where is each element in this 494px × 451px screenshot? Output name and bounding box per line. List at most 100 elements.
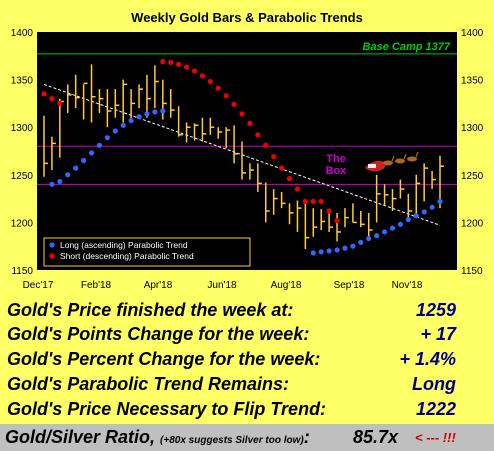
- x-tick-label: Feb'18: [81, 280, 112, 291]
- stat-row-flip: Gold's Price Necessary to Flip Trend: 12…: [0, 399, 494, 421]
- parabolic-dot: [49, 96, 55, 102]
- x-tick-label: Aug'18: [271, 280, 302, 291]
- parabolic-dot: [318, 198, 324, 205]
- y-tick-label-left: 1250: [11, 171, 34, 182]
- reindeer-body: [407, 156, 417, 162]
- parabolic-dot: [247, 120, 253, 126]
- parabolic-dot: [239, 111, 245, 117]
- parabolic-dot: [96, 142, 103, 148]
- reindeer-sleigh-icon: [365, 151, 419, 172]
- y-tick-label-left: 1400: [11, 28, 34, 39]
- parabolic-dot: [279, 165, 285, 171]
- parabolic-dot: [160, 58, 166, 65]
- parabolic-dot: [88, 150, 95, 156]
- reindeer-body: [383, 160, 393, 166]
- parabolic-dot: [366, 235, 372, 242]
- x-tick-label: Jun'18: [207, 280, 237, 291]
- reindeer-antler: [391, 155, 395, 162]
- parabolic-dot: [223, 93, 229, 99]
- stat-value: Long: [412, 374, 456, 394]
- legend-box: [43, 237, 251, 267]
- parabolic-dot: [112, 128, 118, 134]
- parabolic-dot: [191, 68, 198, 74]
- legend-label: Short (descending) Parabolic Trend: [60, 251, 194, 261]
- parabolic-dot: [397, 221, 403, 227]
- ratio-value: 85.7x: [353, 427, 399, 447]
- y-tick-label-right: 1400: [461, 28, 484, 39]
- stat-row-trend: Gold's Parabolic Trend Remains: Long: [0, 374, 494, 396]
- parabolic-dot: [421, 209, 427, 215]
- ratio-note: (+80x suggests Silver too low): [160, 435, 304, 446]
- x-tick-label: Dec'17: [23, 280, 54, 291]
- parabolic-dot: [318, 249, 324, 255]
- parabolic-dot: [271, 154, 277, 160]
- parabolic-dot: [207, 78, 213, 85]
- chart-title: Weekly Gold Bars & Parabolic Trends: [131, 10, 363, 25]
- reindeer-antler: [415, 151, 419, 158]
- parabolic-dot: [104, 135, 110, 141]
- parabolic-dot: [183, 64, 190, 70]
- parabolic-dot: [65, 172, 71, 178]
- y-tick-label-right: 1300: [461, 123, 484, 134]
- parabolic-dot: [160, 108, 166, 114]
- parabolic-dot: [334, 247, 340, 253]
- parabolic-dot: [152, 109, 158, 115]
- parabolic-dot: [57, 100, 63, 106]
- y-tick-label-right: 1150: [461, 266, 483, 277]
- parabolic-dot: [381, 229, 388, 235]
- the-box-label-line: The: [326, 153, 346, 165]
- ratio-arrow: < --- !!!: [415, 430, 456, 445]
- stat-value: + 1.4%: [399, 349, 456, 369]
- stat-value: + 17: [420, 324, 456, 344]
- parabolic-dot: [231, 101, 237, 107]
- parabolic-dot: [286, 176, 293, 182]
- y-tick-label-right: 1250: [461, 171, 484, 182]
- ratio-label: Gold/Silver Ratio, (+80x suggests Silver…: [5, 427, 310, 448]
- parabolic-dot: [413, 213, 419, 219]
- the-box-label-line: Box: [326, 165, 348, 177]
- y-tick-label-left: 1300: [11, 123, 34, 134]
- y-tick-label-right: 1350: [461, 76, 484, 87]
- parabolic-dot: [405, 216, 411, 223]
- parabolic-dot: [429, 204, 435, 210]
- parabolic-dot: [176, 61, 182, 67]
- parabolic-dot: [294, 186, 301, 192]
- parabolic-dot: [302, 198, 308, 205]
- parabolic-dot: [437, 198, 443, 205]
- reindeer-body: [395, 158, 405, 164]
- gold-chart: Weekly Gold Bars & Parabolic Trends 1150 1…: [10, 10, 484, 291]
- parabolic-dot: [255, 132, 261, 138]
- x-tick-label: Sep'18: [334, 280, 365, 291]
- parabolic-dot: [326, 208, 332, 214]
- parabolic-dot: [73, 165, 79, 171]
- legend-marker: [49, 242, 55, 248]
- stat-label: Gold's Points Change for the week:: [7, 324, 310, 344]
- legend-marker: [49, 253, 55, 259]
- stat-label: Gold's Price finished the week at:: [7, 300, 294, 320]
- stat-value: 1222: [415, 399, 456, 419]
- stat-row-price: Gold's Price finished the week at: 1259: [0, 300, 494, 322]
- parabolic-dot: [326, 248, 332, 254]
- y-tick-label-left: 1350: [11, 76, 34, 87]
- stat-value: 1259: [415, 300, 456, 320]
- parabolic-dot: [334, 217, 340, 224]
- stat-label: Gold's Parabolic Trend Remains:: [7, 374, 290, 394]
- parabolic-dot: [57, 178, 63, 185]
- gold-silver-ratio-row: Gold/Silver Ratio, (+80x suggests Silver…: [0, 424, 494, 451]
- y-tick-label-right: 1200: [461, 218, 484, 229]
- parabolic-dot: [310, 250, 316, 256]
- parabolic-dot: [389, 225, 396, 231]
- parabolic-dot: [350, 243, 356, 249]
- the-box-label: The Box: [326, 153, 348, 177]
- legend-label: Long (ascending) Parabolic Trend: [60, 240, 188, 250]
- stat-label: Gold's Percent Change for the week:: [7, 349, 321, 369]
- ratio-label-text: Gold/Silver Ratio,: [5, 427, 156, 447]
- parabolic-dot: [49, 181, 55, 187]
- y-tick-label-left: 1150: [11, 266, 33, 277]
- reindeer-antler: [403, 153, 407, 160]
- parabolic-dot: [374, 233, 380, 239]
- stat-label: Gold's Price Necessary to Flip Trend:: [7, 399, 327, 419]
- parabolic-dot: [81, 157, 87, 164]
- parabolic-dot: [41, 91, 47, 97]
- stat-row-percent: Gold's Percent Change for the week: + 1.…: [0, 349, 494, 371]
